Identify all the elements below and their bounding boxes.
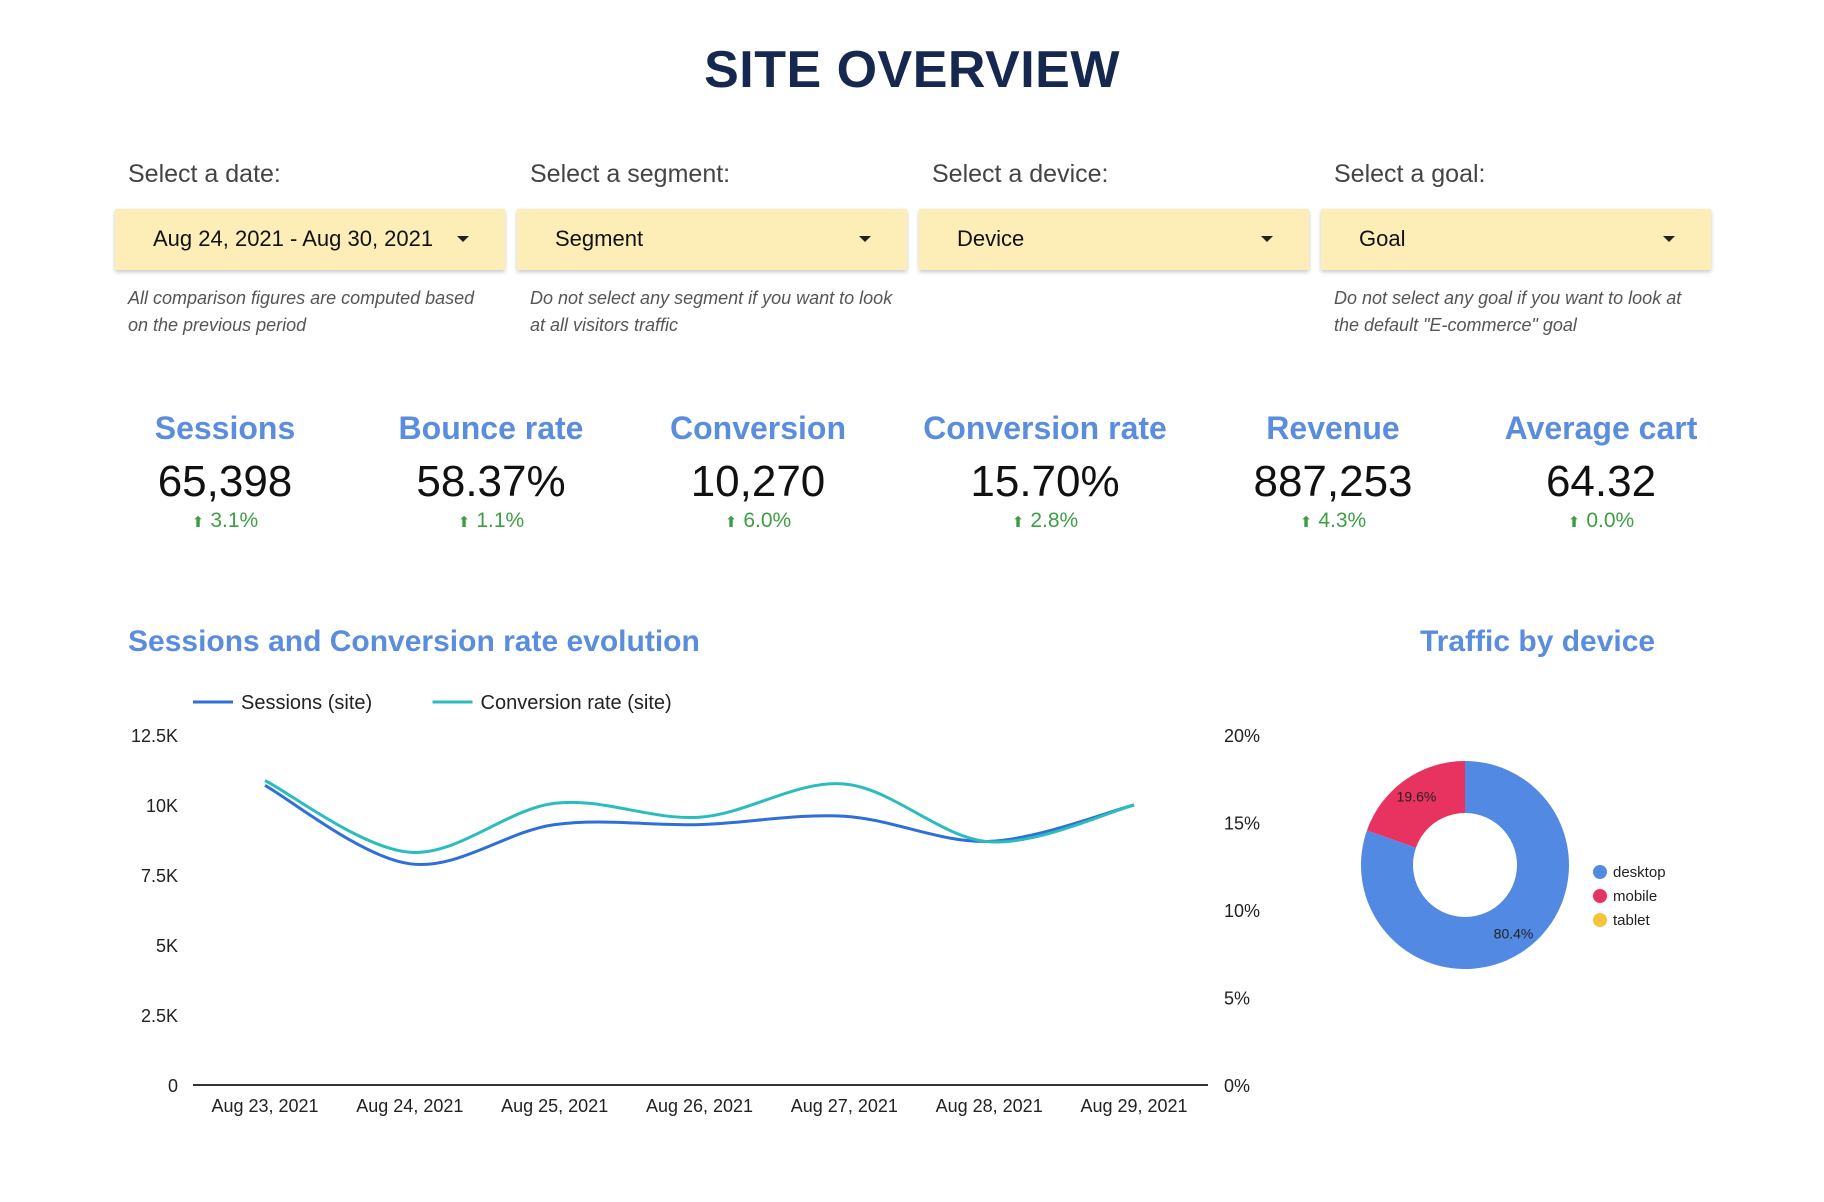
kpi-label: Revenue bbox=[1266, 410, 1400, 446]
legend-dot-tablet bbox=[1593, 913, 1607, 927]
legend-label: desktop bbox=[1613, 864, 1666, 881]
kpi-delta: ⬆ 6.0% bbox=[608, 509, 908, 533]
date-filter-note: All comparison figures are computed base… bbox=[128, 288, 475, 335]
chevron-down-icon bbox=[457, 236, 469, 242]
segment-filter-label: Select a segment: bbox=[530, 160, 731, 188]
kpi-delta-value: 4.3% bbox=[1318, 509, 1367, 532]
device-dropdown[interactable]: Device bbox=[919, 209, 1309, 270]
goal-dropdown[interactable]: Goal bbox=[1321, 209, 1711, 270]
x-axis-tick: Aug 27, 2021 bbox=[791, 1096, 898, 1116]
conversion-rate-line bbox=[264, 779, 1135, 854]
chevron-down-icon bbox=[1261, 236, 1273, 242]
date-range-dropdown[interactable]: Aug 24, 2021 - Aug 30, 2021 bbox=[115, 209, 505, 270]
kpi-label: Conversion bbox=[669, 410, 847, 446]
x-axis-tick: Aug 28, 2021 bbox=[936, 1096, 1043, 1116]
legend-label: tablet bbox=[1613, 912, 1651, 929]
legend-label: Conversion rate (site) bbox=[481, 692, 672, 714]
y-axis-left-tick: 10K bbox=[146, 796, 178, 816]
donut-slice-mobile bbox=[1366, 761, 1465, 848]
kpi-delta: ⬆ 0.0% bbox=[1451, 509, 1751, 533]
y-axis-left-tick: 2.5K bbox=[141, 1006, 178, 1026]
donut-slice-desktop bbox=[1361, 761, 1569, 969]
legend-label: Sessions (site) bbox=[241, 692, 372, 714]
kpi-delta-value: 0.0% bbox=[1586, 509, 1635, 532]
sessions-line bbox=[264, 784, 1135, 867]
goal-filter-label: Select a goal: bbox=[1334, 160, 1486, 188]
traffic-by-device-chart: 80.4% 19.6% desktop mobile tablet bbox=[1361, 761, 1666, 969]
kpi-delta: ⬆ 1.1% bbox=[341, 509, 641, 533]
kpi-value: 10,270 bbox=[690, 457, 826, 506]
y-axis-right-tick: 10% bbox=[1224, 901, 1260, 921]
y-axis-left-tick: 7.5K bbox=[141, 866, 178, 886]
y-axis-right-tick: 5% bbox=[1224, 989, 1250, 1009]
kpi-label: Conversion rate bbox=[923, 410, 1167, 446]
kpi-delta-value: 3.1% bbox=[210, 509, 259, 532]
device-filter: Select a device: Device bbox=[919, 160, 1309, 270]
kpi-delta-value: 6.0% bbox=[743, 509, 792, 532]
kpi-value: 887,253 bbox=[1253, 457, 1413, 506]
kpi-delta-value: 1.1% bbox=[476, 509, 525, 532]
y-axis-left-tick: 0 bbox=[168, 1076, 178, 1096]
device-value: Device bbox=[957, 226, 1025, 251]
sessions-conversion-chart: Sessions (site) Conversion rate (site) 0 2.… bbox=[131, 692, 1260, 1116]
y-axis-left-tick: 12.5K bbox=[131, 726, 178, 746]
pie-chart-title: Traffic by device bbox=[1420, 625, 1656, 658]
segment-dropdown[interactable]: Segment bbox=[517, 209, 907, 270]
date-filter: Select a date: Aug 24, 2021 - Aug 30, 20… bbox=[115, 160, 505, 339]
kpi-conversion: Conversion 10,270 ⬆ 6.0% bbox=[608, 410, 908, 533]
donut-value-label: 19.6% bbox=[1397, 788, 1437, 804]
arrow-up-icon: ⬆ bbox=[1299, 514, 1313, 531]
legend-dot-desktop bbox=[1593, 865, 1607, 879]
kpi-conversion-rate: Conversion rate 15.70% ⬆ 2.8% bbox=[895, 410, 1195, 533]
x-axis-tick: Aug 23, 2021 bbox=[211, 1096, 318, 1116]
date-range-value: Aug 24, 2021 - Aug 30, 2021 bbox=[153, 226, 434, 251]
line-chart-title: Sessions and Conversion rate evolution bbox=[128, 625, 700, 658]
arrow-up-icon: ⬆ bbox=[457, 514, 471, 531]
page-title: SITE OVERVIEW bbox=[704, 41, 1120, 99]
kpi-value: 58.37% bbox=[416, 457, 566, 506]
legend-dot-mobile bbox=[1593, 889, 1607, 903]
goal-filter-note: Do not select any goal if you want to lo… bbox=[1334, 288, 1682, 335]
segment-filter-note: Do not select any segment if you want to… bbox=[530, 288, 893, 335]
kpi-delta: ⬆ 2.8% bbox=[895, 509, 1195, 533]
kpi-delta: ⬆ 4.3% bbox=[1183, 509, 1483, 533]
goal-filter: Select a goal: Goal Do not select any go… bbox=[1321, 160, 1711, 339]
arrow-up-icon: ⬆ bbox=[1567, 514, 1581, 531]
chevron-down-icon bbox=[859, 236, 871, 242]
segment-filter: Select a segment: Segment Do not select … bbox=[517, 160, 907, 339]
kpi-revenue: Revenue 887,253 ⬆ 4.3% bbox=[1183, 410, 1483, 533]
kpi-sessions: Sessions 65,398 ⬆ 3.1% bbox=[75, 410, 375, 533]
device-filter-label: Select a device: bbox=[932, 160, 1109, 188]
kpi-label: Average cart bbox=[1504, 410, 1698, 446]
x-axis-tick: Aug 24, 2021 bbox=[356, 1096, 463, 1116]
kpi-value: 65,398 bbox=[157, 457, 293, 506]
x-axis-tick: Aug 26, 2021 bbox=[646, 1096, 753, 1116]
y-axis-left-tick: 5K bbox=[156, 936, 178, 956]
kpi-label: Bounce rate bbox=[398, 410, 584, 446]
kpi-delta: ⬆ 3.1% bbox=[75, 509, 375, 533]
arrow-up-icon: ⬆ bbox=[191, 514, 205, 531]
chevron-down-icon bbox=[1663, 236, 1675, 242]
kpi-label: Sessions bbox=[154, 410, 296, 446]
arrow-up-icon: ⬆ bbox=[1011, 514, 1025, 531]
kpi-value: 64.32 bbox=[1545, 457, 1657, 506]
kpi-bounce-rate: Bounce rate 58.37% ⬆ 1.1% bbox=[341, 410, 641, 533]
donut-value-label: 80.4% bbox=[1494, 926, 1534, 942]
x-axis-tick: Aug 25, 2021 bbox=[501, 1096, 608, 1116]
date-filter-label: Select a date: bbox=[128, 160, 281, 188]
kpi-average-cart: Average cart 64.32 ⬆ 0.0% bbox=[1451, 410, 1751, 533]
arrow-up-icon: ⬆ bbox=[724, 514, 738, 531]
y-axis-right-tick: 0% bbox=[1224, 1076, 1250, 1096]
x-axis-tick: Aug 29, 2021 bbox=[1080, 1096, 1187, 1116]
kpi-delta-value: 2.8% bbox=[1030, 509, 1079, 532]
legend-label: mobile bbox=[1613, 888, 1657, 905]
segment-value: Segment bbox=[555, 226, 644, 251]
y-axis-right-tick: 15% bbox=[1224, 814, 1260, 834]
y-axis-right-tick: 20% bbox=[1224, 726, 1260, 746]
kpi-value: 15.70% bbox=[970, 457, 1120, 506]
goal-value: Goal bbox=[1359, 226, 1406, 251]
